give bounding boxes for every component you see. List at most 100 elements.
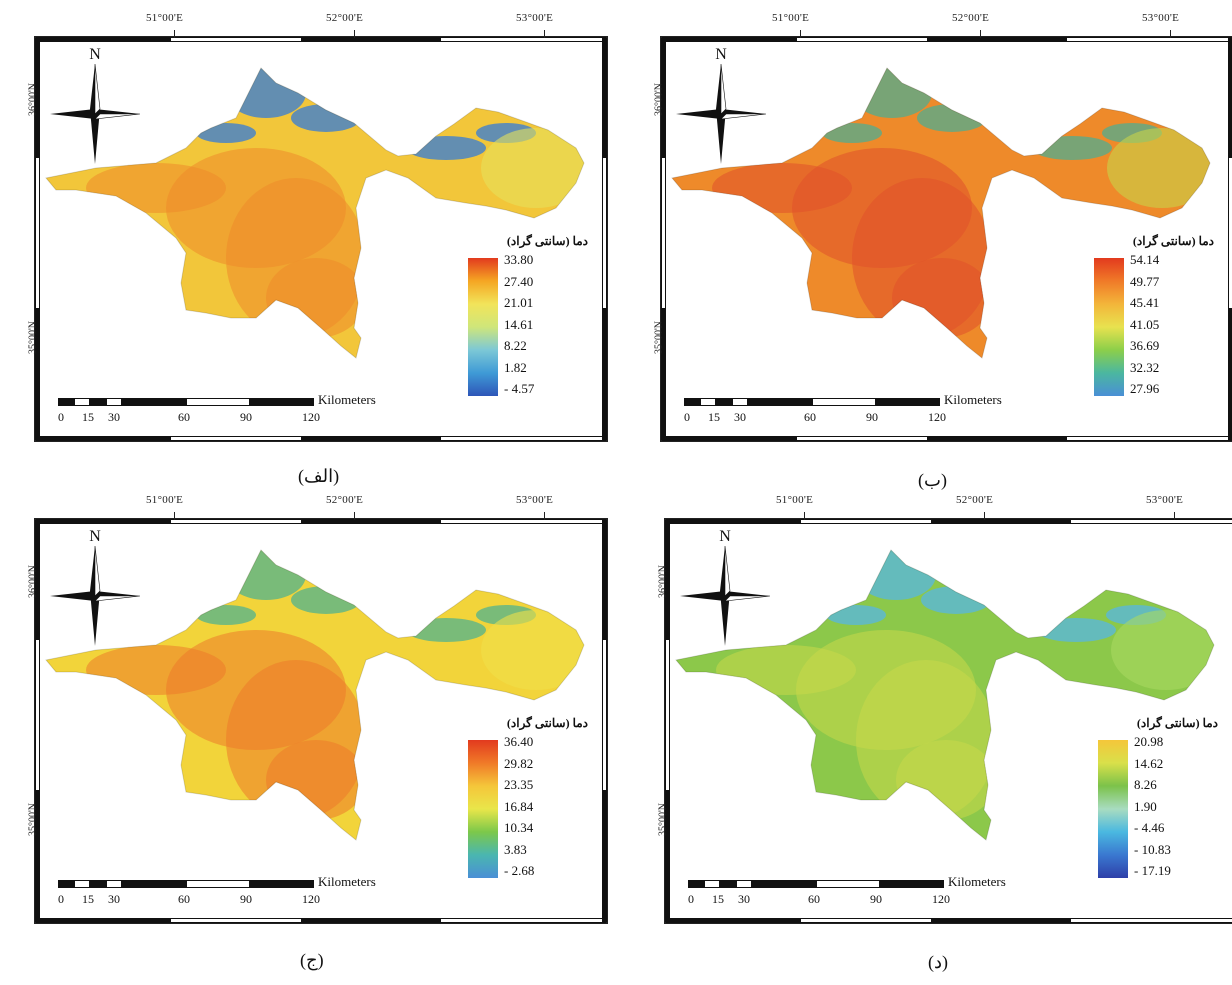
scale-segment <box>74 398 90 406</box>
legend-value: 23.35 <box>504 777 534 792</box>
scale-tick-label: 60 <box>178 410 190 424</box>
region-outline <box>45 549 585 841</box>
legend-value: 33.80 <box>504 252 534 267</box>
cool-zone <box>291 586 361 614</box>
warm-zone <box>892 258 992 338</box>
north-letter: N <box>89 528 101 545</box>
compass-rose-icon <box>680 546 770 646</box>
scale-tick-label: 30 <box>734 410 746 424</box>
legend-color-ramp <box>468 740 498 878</box>
frame-border-bottom <box>801 918 931 923</box>
legend-value: 8.22 <box>504 338 527 353</box>
scale-unit: Kilometers <box>944 392 1002 407</box>
legend-value: 54.14 <box>1130 252 1160 267</box>
cool-zone <box>1036 618 1116 642</box>
frame-border-bottom <box>171 436 301 441</box>
frame-border-bottom <box>666 918 801 923</box>
legend-value: 36.69 <box>1130 338 1160 353</box>
legend: دما (سانتی گراد) 54.14 49.77 45.41 41.05 36.6… <box>1094 234 1224 409</box>
legend-value: 1.82 <box>504 359 527 375</box>
frame-border-left <box>35 158 40 308</box>
scale-segment <box>880 880 944 888</box>
scale-tick-label: 90 <box>240 410 252 424</box>
scale-segment <box>90 880 106 888</box>
scale-bar: Kilometers 0 15 30 60 90 120 <box>688 874 1068 914</box>
frame-border-bottom <box>301 918 441 923</box>
scale-tick-label: 60 <box>804 410 816 424</box>
longitude-tick <box>1170 30 1171 38</box>
east-zone <box>481 128 584 208</box>
temperature-map <box>45 549 585 841</box>
warm-zone <box>86 163 226 213</box>
scale-tick-label: 15 <box>708 410 720 424</box>
scale-bar: Kilometers 0 15 30 60 90 120 <box>58 392 438 432</box>
scale-segment <box>250 880 314 888</box>
frame-border-top <box>662 37 797 42</box>
legend-value: 41.05 <box>1130 316 1160 332</box>
longitude-label: 52°00'E <box>956 494 994 506</box>
frame-border-left <box>35 790 40 922</box>
legend-color-ramp <box>468 258 498 396</box>
scale-segment <box>74 880 90 888</box>
caption-be: (ب) <box>918 470 947 490</box>
legend-value: 10.34 <box>504 820 534 835</box>
map-panel-alef: 51°00'E 52°00'E 53°00'E 36°00'N 35°00'N N دما … <box>28 12 608 442</box>
scale-segment <box>876 398 940 406</box>
frame-border-left <box>661 38 666 158</box>
scale-segment <box>684 398 700 406</box>
frame-border-top <box>801 519 931 524</box>
frame-border-bottom <box>1067 436 1232 441</box>
scale-tick-label: 120 <box>932 892 950 906</box>
east-zone <box>1111 610 1214 690</box>
scale-segment <box>186 880 250 888</box>
frame-border-top <box>171 519 301 524</box>
longitude-label: 52°00'E <box>952 12 990 24</box>
north-letter: N <box>89 46 101 63</box>
frame-border-right <box>1228 38 1232 158</box>
north-arrow: N <box>676 46 766 164</box>
scale-segment <box>122 398 186 406</box>
caption-dal: (د) <box>928 952 949 972</box>
scale-tick-label: 0 <box>58 410 64 424</box>
legend: دما (سانتی گراد) 36.40 29.82 23.35 16.84 10.3… <box>468 716 598 891</box>
legend-value: 1.90 <box>1134 798 1157 814</box>
frame-border-bottom <box>441 918 606 923</box>
scale-tick-label: 120 <box>302 892 320 906</box>
frame-border-top <box>36 37 171 42</box>
map-panel-jim: 51°00'E 52°00'E 53°00'E 36°00'N 35°00'N N دما … <box>28 494 608 924</box>
legend-value: 14.61 <box>504 316 534 332</box>
scale-segment <box>716 398 732 406</box>
cool-zone <box>856 550 936 600</box>
scale-tick-label: 0 <box>688 892 694 906</box>
frame-border-right <box>602 38 607 158</box>
longitude-label: 53°00'E <box>516 12 554 24</box>
scale-unit: Kilometers <box>948 874 1006 889</box>
frame-border-right <box>1228 308 1232 440</box>
scale-segment <box>700 398 716 406</box>
cool-zone <box>1032 136 1112 160</box>
caption-alef: (الف) <box>298 466 340 486</box>
legend-value: 32.32 <box>1130 359 1160 375</box>
longitude-label: 51°00'E <box>146 494 184 506</box>
scale-segment <box>752 880 816 888</box>
longitude-label: 51°00'E <box>776 494 814 506</box>
longitude-label: 52°00'E <box>326 494 364 506</box>
legend-value: 29.82 <box>504 755 534 771</box>
frame-border-top <box>931 519 1071 524</box>
region-outline <box>671 67 1211 359</box>
legend-value: 16.84 <box>504 798 534 814</box>
frame-border-left <box>35 640 40 790</box>
frame-border-top <box>301 37 441 42</box>
warm-zone <box>716 645 856 695</box>
frame-border-right <box>602 308 607 440</box>
frame-border-right <box>602 790 607 922</box>
longitude-tick <box>544 30 545 38</box>
longitude-tick <box>984 512 985 520</box>
legend-value: 8.26 <box>1134 777 1157 792</box>
frame-border-top <box>441 519 606 524</box>
legend-value: 27.40 <box>504 273 534 289</box>
legend-value: - 17.19 <box>1134 863 1171 878</box>
frame-border-left <box>661 308 666 440</box>
warm-zone <box>266 740 366 820</box>
longitude-tick <box>544 512 545 520</box>
